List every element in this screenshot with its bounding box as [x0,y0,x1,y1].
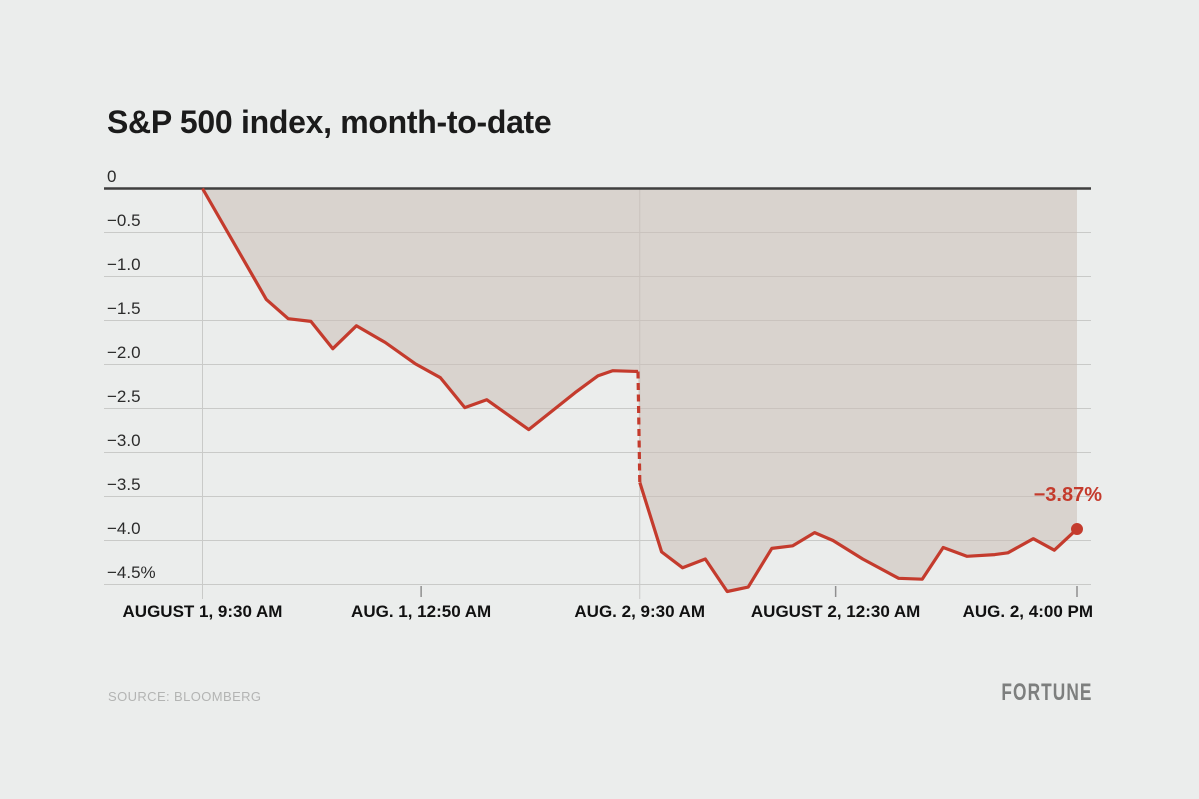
y-axis-label: −2.0 [107,342,141,362]
x-axis-label: AUGUST 2, 12:30 AM [750,602,921,621]
price-line [201,187,639,432]
y-axis-label: −1.0 [107,254,141,274]
y-axis-label: −3.5 [107,474,141,494]
y-axis-label: −0.5 [107,210,141,230]
x-axis-label: AUGUST 1, 9:30 AM [122,602,283,621]
price-line [638,481,1079,594]
end-value-label: −3.87% [1033,484,1102,506]
y-axis-label: −2.5 [107,386,141,406]
x-axis-label: AUG. 1, 12:50 AM [351,602,492,621]
area-fill [202,188,1077,592]
y-axis-label: −3.0 [107,430,141,450]
price-line-dashed [636,371,642,483]
source-label: SOURCE: BLOOMBERG [108,689,262,704]
x-axis-label: AUG. 2, 9:30 AM [574,602,706,621]
y-axis-label: −1.5 [107,298,141,318]
y-axis-label: −4.5% [107,562,156,582]
fortune-logo: FORTUNE [1000,679,1092,706]
y-axis-label: −4.0 [107,518,141,538]
chart-title: S&P 500 index, month-to-date [107,104,552,140]
end-point-dot [1071,523,1083,536]
y-axis-label: 0 [107,166,117,186]
x-axis-label: AUG. 2, 4:00 PM [962,602,1093,621]
